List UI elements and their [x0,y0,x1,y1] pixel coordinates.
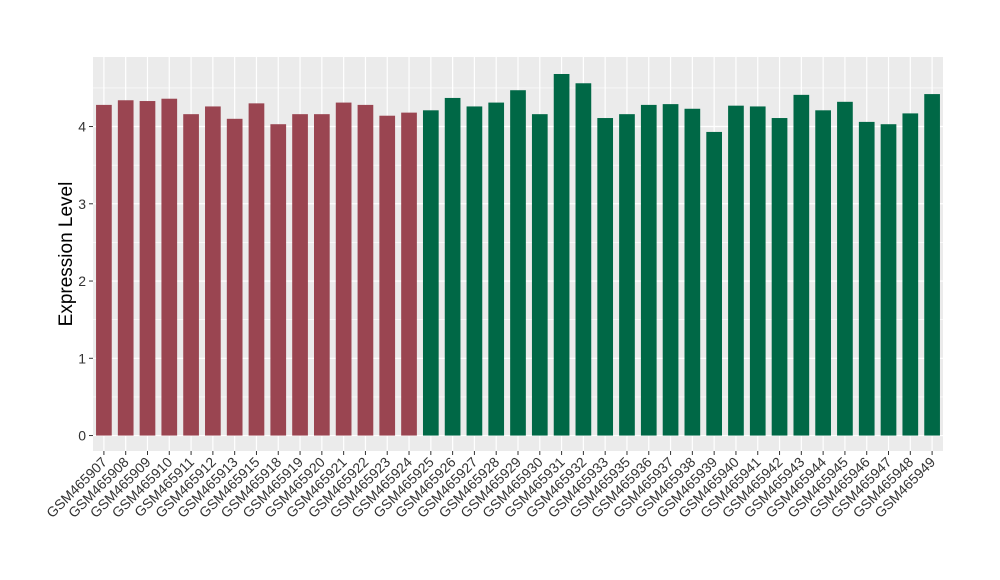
y-tick-label: 4 [78,119,86,135]
bar-GSM465919 [292,114,308,436]
bar-GSM465938 [684,108,701,436]
y-tick-label: 3 [78,196,86,212]
bar-GSM465929 [510,90,526,436]
bar-GSM465908 [117,100,134,436]
bar-GSM465924 [401,112,417,436]
bar-GSM465921 [335,102,352,436]
bar-GSM465918 [270,124,287,436]
bar-GSM465907 [96,104,112,436]
bar-GSM465927 [466,106,483,436]
bar-GSM465926 [444,97,461,436]
bar-GSM465923 [379,115,396,436]
bar-GSM465941 [749,106,766,436]
bar-GSM465948 [902,113,919,436]
bar-GSM465935 [619,114,635,436]
bar-GSM465920 [314,114,330,436]
bar-GSM465928 [488,102,505,436]
y-tick-label: 0 [78,428,86,444]
bar-GSM465909 [139,101,156,436]
bar-GSM465944 [815,110,831,436]
y-tick-label: 1 [78,350,86,366]
bar-GSM465940 [728,105,744,436]
bar-GSM465937 [662,104,679,436]
bar-GSM465931 [553,73,570,436]
y-axis-title: Expression Level [56,182,77,327]
bar-GSM465925 [422,110,439,436]
bar-GSM465945 [837,101,853,436]
bar-GSM465915 [248,103,265,436]
bar-GSM465946 [858,121,875,436]
bar-GSM465939 [706,131,722,436]
bar-GSM465933 [597,118,614,436]
x-axis: GSM465907GSM465908GSM465909GSM465910GSM4… [43,451,938,521]
y-tick-label: 2 [78,273,86,289]
y-axis: 0 1 2 3 4 [78,119,93,444]
bar-GSM465947 [880,124,897,436]
bar-GSM465922 [357,104,374,436]
bar-GSM465949 [924,94,940,436]
bar-GSM465942 [771,118,788,436]
bars-layer [96,73,940,436]
bar-GSM465936 [640,104,657,436]
bar-GSM465932 [575,83,592,436]
bar-GSM465930 [531,114,548,436]
bar-GSM465912 [205,106,221,436]
bar-GSM465943 [793,94,810,436]
bar-GSM465910 [161,98,178,436]
bar-GSM465913 [226,118,243,436]
bar-GSM465911 [183,114,199,436]
